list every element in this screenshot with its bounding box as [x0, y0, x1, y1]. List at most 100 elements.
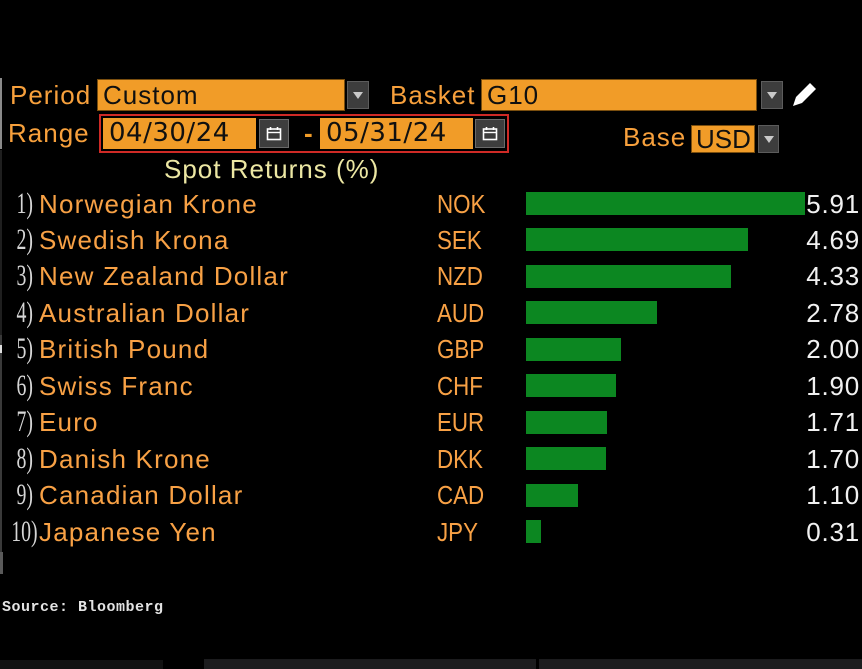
- row-value: 1.70: [806, 444, 860, 474]
- range-end-calendar-button[interactable]: [475, 119, 505, 148]
- row-bar[interactable]: [526, 301, 657, 324]
- range-start-input[interactable]: 04/30/24: [103, 118, 256, 149]
- source-credit: Source: Bloomberg: [2, 599, 164, 616]
- chevron-down-icon: [767, 91, 777, 99]
- base-select[interactable]: USD: [691, 125, 755, 153]
- pencil-icon: [793, 83, 816, 106]
- left-edge-sliver-faint: [0, 150, 2, 335]
- left-edge-notch: [0, 345, 2, 353]
- period-value: Custom: [103, 80, 199, 110]
- row-ticker: DKK: [437, 444, 483, 474]
- chart-row: 10) Japanese Yen JPY 0.31: [0, 515, 862, 548]
- row-currency-name: Japanese Yen: [39, 517, 217, 547]
- left-edge-sliver-top: [0, 78, 2, 149]
- row-bar[interactable]: [526, 447, 606, 470]
- base-label: Base: [623, 122, 687, 152]
- chart-row: 9) Canadian Dollar CAD 1.10: [0, 478, 862, 511]
- row-value: 4.33: [806, 261, 860, 291]
- row-value: 0.31: [806, 517, 860, 547]
- row-ticker: GBP: [437, 334, 485, 364]
- period-label: Period: [10, 80, 92, 110]
- row-ticker: SEK: [437, 225, 482, 255]
- row-value: 2.00: [806, 334, 860, 364]
- row-ticker: NOK: [437, 189, 486, 219]
- row-currency-name: Canadian Dollar: [39, 480, 244, 510]
- row-ticker: AUD: [437, 298, 485, 328]
- chart-row: 5) British Pound GBP 2.00: [0, 332, 862, 365]
- row-value: 1.71: [806, 407, 860, 437]
- chevron-down-icon: [353, 91, 363, 99]
- row-value: 1.90: [806, 371, 860, 401]
- row-rank: 7): [16, 405, 34, 438]
- chart-title: Spot Returns (%): [164, 154, 380, 184]
- row-ticker: CHF: [437, 371, 483, 401]
- row-value: 4.69: [806, 225, 860, 255]
- chevron-down-icon: [763, 135, 774, 143]
- row-rank: 5): [16, 332, 34, 365]
- row-currency-name: Australian Dollar: [39, 298, 251, 328]
- range-start-value: 04/30/24: [109, 118, 230, 148]
- chart-row: 1) Norwegian Krone NOK 5.91: [0, 187, 862, 220]
- row-currency-name: Swiss Franc: [39, 371, 194, 401]
- range-fieldset: 04/30/24 - 05/31/24: [99, 114, 509, 153]
- row-rank: 4): [16, 296, 34, 329]
- row-value: 2.78: [806, 298, 860, 328]
- chart-row: 7) Euro EUR 1.71: [0, 405, 862, 438]
- bottom-strip-right: [539, 659, 862, 669]
- bottom-strip-mid: [204, 659, 536, 669]
- row-bar[interactable]: [526, 228, 748, 251]
- basket-label: Basket: [390, 80, 476, 110]
- basket-dropdown-button[interactable]: [761, 81, 783, 109]
- bottom-strip-left: [0, 660, 163, 669]
- row-currency-name: Swedish Krona: [39, 225, 230, 255]
- edit-basket-button[interactable]: [790, 80, 820, 110]
- row-bar[interactable]: [526, 411, 607, 434]
- row-rank: 10): [11, 515, 38, 548]
- chart-row: 4) Australian Dollar AUD 2.78: [0, 296, 862, 329]
- chart-row: 6) Swiss Franc CHF 1.90: [0, 369, 862, 402]
- row-currency-name: Euro: [39, 407, 99, 437]
- row-currency-name: New Zealand Dollar: [39, 261, 289, 291]
- row-ticker: EUR: [437, 407, 485, 437]
- period-dropdown-button[interactable]: [347, 81, 369, 109]
- row-rank: 8): [16, 442, 34, 475]
- range-start-calendar-button[interactable]: [259, 119, 289, 148]
- row-bar[interactable]: [526, 265, 731, 288]
- row-currency-name: British Pound: [39, 334, 210, 364]
- chart-row: 3) New Zealand Dollar NZD 4.33: [0, 259, 862, 292]
- left-edge-sliver-mid: [0, 335, 2, 552]
- row-bar[interactable]: [526, 484, 578, 507]
- range-label: Range: [8, 118, 90, 148]
- row-bar[interactable]: [526, 520, 541, 543]
- row-rank: 1): [16, 187, 34, 220]
- calendar-icon: [266, 126, 282, 140]
- chart-row: 8) Danish Krone DKK 1.70: [0, 442, 862, 475]
- row-ticker: NZD: [437, 261, 483, 291]
- row-bar[interactable]: [526, 192, 805, 215]
- basket-value: G10: [487, 80, 540, 110]
- range-separator: -: [304, 118, 313, 148]
- row-rank: 6): [16, 369, 34, 402]
- base-value: USD: [696, 124, 751, 154]
- row-currency-name: Danish Krone: [39, 444, 211, 474]
- chart-row: 2) Swedish Krona SEK 4.69: [0, 223, 862, 256]
- row-rank: 2): [16, 223, 34, 256]
- row-bar[interactable]: [526, 374, 616, 397]
- basket-select[interactable]: G10: [481, 79, 757, 111]
- range-end-input[interactable]: 05/31/24: [320, 118, 473, 149]
- row-ticker: JPY: [437, 517, 479, 547]
- row-value: 1.10: [806, 480, 860, 510]
- row-rank: 3): [16, 259, 34, 292]
- base-dropdown-button[interactable]: [758, 125, 779, 153]
- row-rank: 9): [16, 478, 34, 511]
- calendar-icon: [482, 126, 498, 140]
- left-edge-block: [0, 552, 3, 574]
- period-select[interactable]: Custom: [97, 79, 345, 111]
- row-currency-name: Norwegian Krone: [39, 189, 258, 219]
- range-end-value: 05/31/24: [326, 118, 447, 148]
- row-bar[interactable]: [526, 338, 621, 361]
- row-ticker: CAD: [437, 480, 485, 510]
- row-value: 5.91: [806, 189, 860, 219]
